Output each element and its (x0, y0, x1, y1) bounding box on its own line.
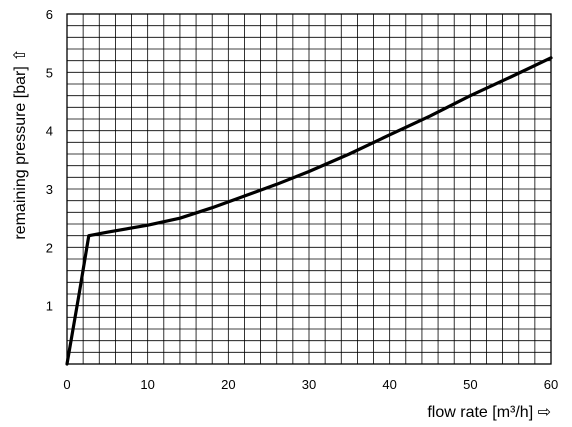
y-axis-title: remaining pressure [bar] ⇧ (12, 48, 29, 239)
x-tick-label: 0 (63, 377, 70, 392)
grid (67, 14, 551, 364)
y-tick-label: 3 (46, 182, 53, 197)
series-line (65, 56, 553, 366)
tick-labels: 0 10 20 30 40 50 60 1 2 3 4 5 6 (46, 7, 558, 392)
x-tick-label: 30 (302, 377, 316, 392)
y-tick-label: 4 (46, 124, 53, 139)
y-tick-label: 5 (46, 65, 53, 80)
x-tick-label: 60 (544, 377, 558, 392)
x-tick-label: 50 (463, 377, 477, 392)
x-tick-label: 40 (382, 377, 396, 392)
x-tick-label: 20 (221, 377, 235, 392)
y-tick-label: 2 (46, 240, 53, 255)
y-tick-label: 6 (46, 7, 53, 22)
x-axis-title: flow rate [m³/h] ⇨ (427, 404, 551, 421)
y-tick-label: 1 (46, 299, 53, 314)
x-tick-label: 10 (140, 377, 154, 392)
plot-frame (66, 13, 552, 365)
